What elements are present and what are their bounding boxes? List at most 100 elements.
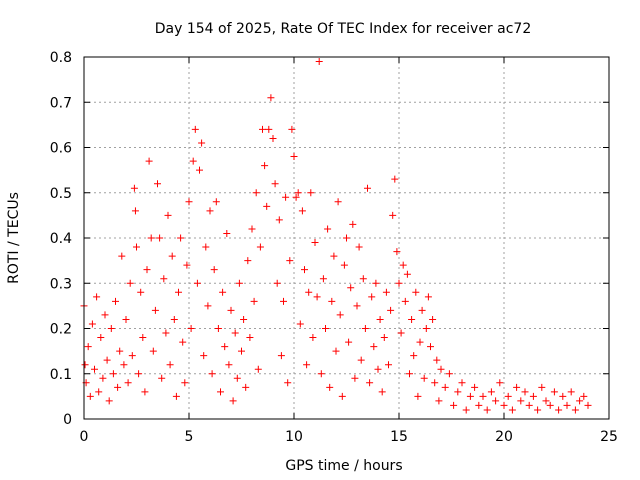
data-point — [267, 94, 275, 102]
data-point — [380, 334, 388, 342]
data-point — [313, 293, 321, 301]
data-point — [534, 406, 542, 414]
y-tick-label: 0.7 — [50, 95, 72, 111]
data-point — [221, 343, 229, 351]
data-point — [403, 270, 411, 278]
data-point — [206, 207, 214, 215]
data-point — [361, 325, 369, 332]
data-point — [189, 157, 197, 165]
data-point — [359, 275, 367, 283]
data-point — [256, 243, 264, 251]
data-point — [122, 315, 130, 323]
data-point — [183, 261, 191, 269]
data-point — [343, 234, 350, 242]
data-point — [162, 329, 170, 337]
data-point — [525, 401, 533, 409]
data-point — [185, 198, 193, 206]
data-point — [378, 388, 386, 396]
data-point — [422, 325, 430, 332]
data-point — [284, 379, 292, 387]
data-point — [126, 279, 134, 287]
data-point — [124, 379, 132, 387]
data-point — [389, 211, 397, 219]
data-point — [368, 293, 376, 301]
data-point — [576, 397, 584, 405]
data-point — [145, 157, 153, 165]
data-point — [508, 406, 516, 414]
data-point — [109, 370, 117, 378]
data-point — [248, 225, 256, 233]
data-point — [305, 288, 313, 296]
data-point — [355, 243, 363, 251]
data-point — [99, 374, 107, 382]
data-point — [231, 329, 239, 337]
data-point — [261, 162, 269, 170]
data-point — [437, 365, 445, 373]
data-point — [414, 392, 422, 400]
axis-ticks: 0 5 10 15 20 25 0 0.1 0.2 0.3 0.4 0.5 0.6 0.7 0.8 — [50, 50, 618, 445]
data-point — [466, 392, 474, 400]
data-point — [471, 383, 479, 391]
data-point — [399, 261, 407, 269]
data-point — [156, 234, 164, 242]
data-point — [137, 288, 145, 296]
data-point — [309, 334, 317, 342]
data-point — [118, 252, 126, 260]
data-point — [200, 352, 208, 360]
data-point — [235, 279, 243, 287]
data-point — [290, 153, 298, 161]
data-point — [88, 320, 96, 328]
data-point — [269, 134, 277, 142]
data-point — [166, 361, 174, 369]
data-point — [441, 383, 449, 391]
data-point — [538, 383, 546, 391]
data-point — [128, 352, 136, 360]
data-points — [80, 58, 592, 414]
data-point — [275, 216, 283, 224]
data-point — [315, 58, 323, 66]
data-point — [332, 347, 340, 355]
data-point — [393, 248, 401, 256]
plot-border — [83, 56, 610, 420]
x-tick-label: 10 — [285, 429, 303, 445]
data-point — [225, 361, 233, 369]
data-point — [179, 338, 187, 346]
data-point — [408, 315, 416, 323]
data-point — [340, 261, 348, 269]
data-point — [492, 397, 500, 405]
data-point — [406, 370, 413, 378]
data-point — [370, 343, 378, 351]
data-point — [366, 379, 374, 387]
data-point — [202, 243, 210, 251]
data-point — [385, 361, 392, 369]
data-point — [382, 288, 390, 296]
data-point — [240, 315, 248, 323]
data-point — [277, 352, 285, 360]
x-tick-label: 5 — [185, 429, 194, 445]
data-point — [410, 352, 418, 360]
data-point — [429, 315, 437, 323]
data-point — [328, 297, 336, 305]
data-point — [168, 252, 176, 260]
data-point — [263, 202, 271, 210]
data-point — [191, 125, 199, 133]
data-point — [198, 139, 206, 147]
data-point — [84, 343, 92, 351]
data-point — [112, 297, 119, 305]
data-point — [259, 125, 266, 133]
data-point — [401, 297, 409, 305]
data-point — [391, 175, 399, 183]
data-point — [357, 356, 365, 364]
data-point — [322, 325, 329, 332]
data-point — [196, 166, 203, 174]
data-point — [116, 347, 124, 355]
data-point — [296, 320, 304, 328]
data-point — [517, 397, 525, 405]
data-point — [374, 365, 382, 373]
data-point — [177, 234, 185, 242]
data-point — [542, 397, 550, 405]
data-point — [458, 379, 466, 387]
data-point — [294, 189, 302, 197]
data-point — [242, 383, 250, 391]
data-point — [435, 397, 443, 405]
